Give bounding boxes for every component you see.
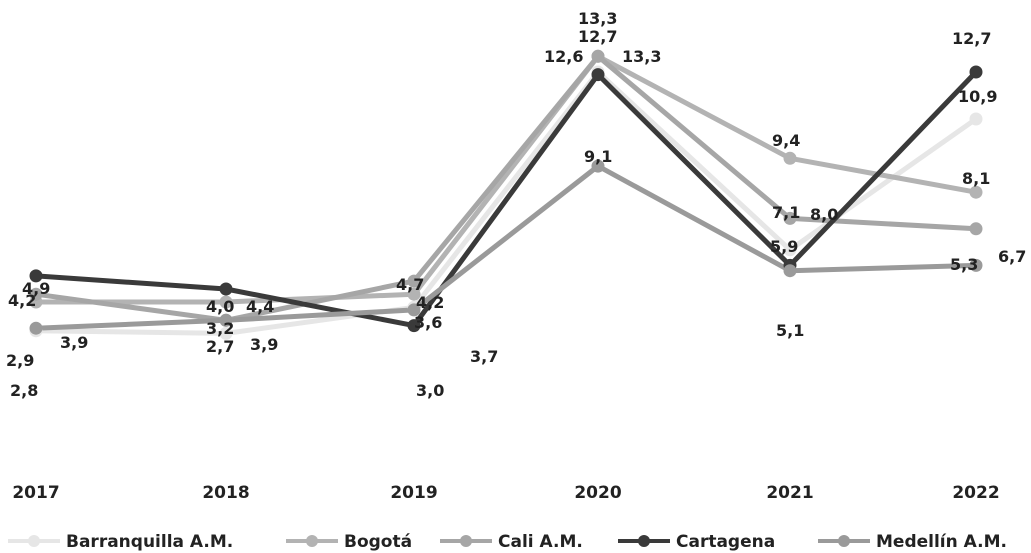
data-label: 2,9: [6, 351, 34, 370]
data-point-cali-a-m-2017: [29, 287, 43, 301]
data-label: 4,0: [206, 297, 234, 316]
x-tick-label-2020: 2020: [574, 483, 621, 503]
legend-swatch-marker: [838, 535, 850, 547]
data-point-cali-a-m-2019: [407, 274, 421, 288]
legend-item-barranquilla-a-m: Barranquilla A.M.: [8, 532, 233, 552]
data-label: 9,1: [584, 147, 612, 166]
data-label: 3,0: [416, 381, 444, 400]
x-tick-label-2019: 2019: [390, 483, 437, 503]
data-label: 4,2: [8, 291, 36, 310]
data-point-medellin-a-m-2021: [783, 264, 797, 278]
legend-swatch-marker: [28, 535, 40, 547]
data-label: 9,4: [772, 131, 800, 150]
legend-label: Bogotá: [344, 532, 412, 552]
data-label: 12,7: [578, 27, 617, 46]
legend-item-cali-a-m: Cali A.M.: [440, 532, 583, 552]
legend-item-medellin-a-m: Medellín A.M.: [818, 532, 1007, 552]
series-line-bogota: [33, 53, 979, 305]
data-point-medellin-a-m-2017: [29, 321, 43, 335]
data-label: 13,3: [578, 9, 617, 28]
data-point-barranquilla-a-m-2022: [969, 112, 983, 126]
data-point-bogota-2019: [407, 287, 421, 301]
series-line-cali-a-m: [33, 53, 979, 323]
data-label: 2,8: [10, 381, 38, 400]
data-point-medellin-a-m-2020: [591, 159, 605, 173]
data-label: 4,4: [246, 297, 274, 316]
data-point-medellin-a-m-2019: [407, 303, 421, 317]
data-label: 6,7: [998, 247, 1026, 266]
data-label: 3,6: [414, 313, 442, 332]
series-line-barranquilla-a-m: [33, 69, 979, 336]
data-point-bogota-2021: [783, 151, 797, 165]
legend-item-cartagena: Cartagena: [618, 532, 775, 552]
data-label: 3,9: [60, 333, 88, 352]
data-label: 4,9: [22, 279, 50, 298]
data-label: 5,3: [950, 255, 978, 274]
data-point-cartagena-2017: [29, 269, 43, 283]
legend-label: Cartagena: [676, 532, 775, 552]
data-label: 12,6: [544, 47, 583, 66]
x-tick-label-2017: 2017: [12, 483, 59, 503]
data-label: 4,2: [416, 293, 444, 312]
data-point-cali-a-m-2020: [591, 49, 605, 63]
series-line-medellin-a-m: [33, 163, 979, 331]
data-point-cartagena-2022: [969, 65, 983, 79]
data-label: 12,7: [952, 29, 991, 48]
x-tick-label-2018: 2018: [202, 483, 249, 503]
data-point-cartagena-2020: [591, 68, 605, 82]
data-label: 8,1: [962, 169, 990, 188]
data-point-bogota-2022: [969, 185, 983, 199]
legend-swatch-marker: [306, 535, 318, 547]
data-label: 3,2: [206, 319, 234, 338]
data-point-barranquilla-a-m-2018: [219, 326, 233, 340]
x-tick-label-2022: 2022: [952, 483, 999, 503]
data-point-barranquilla-a-m-2021: [783, 243, 797, 257]
legend-item-bogota: Bogotá: [286, 532, 412, 552]
data-label: 5,9: [770, 237, 798, 256]
data-label: 5,1: [776, 321, 804, 340]
data-point-cartagena-2019: [407, 319, 421, 333]
data-label: 8,0: [810, 205, 838, 224]
data-label: 2,7: [206, 337, 234, 356]
data-point-cali-a-m-2021: [783, 211, 797, 225]
x-tick-label-2021: 2021: [766, 483, 813, 503]
legend-swatch-marker: [638, 535, 650, 547]
legend-swatch-marker: [460, 535, 472, 547]
data-point-medellin-a-m-2018: [219, 313, 233, 327]
legend-label: Medellín A.M.: [876, 532, 1007, 552]
data-label: 7,1: [772, 203, 800, 222]
legend-label: Cali A.M.: [498, 532, 583, 552]
data-point-medellin-a-m-2022: [969, 258, 983, 272]
data-label: 13,3: [622, 47, 661, 66]
data-label: 3,9: [250, 335, 278, 354]
data-point-cartagena-2018: [219, 282, 233, 296]
data-label: 4,7: [396, 275, 424, 294]
data-point-bogota-2018: [219, 295, 233, 309]
data-point-cali-a-m-2022: [969, 222, 983, 236]
data-label: 3,7: [470, 347, 498, 366]
legend-label: Barranquilla A.M.: [66, 532, 233, 552]
series-line-cartagena: [33, 69, 979, 329]
data-label: 10,9: [958, 87, 997, 106]
